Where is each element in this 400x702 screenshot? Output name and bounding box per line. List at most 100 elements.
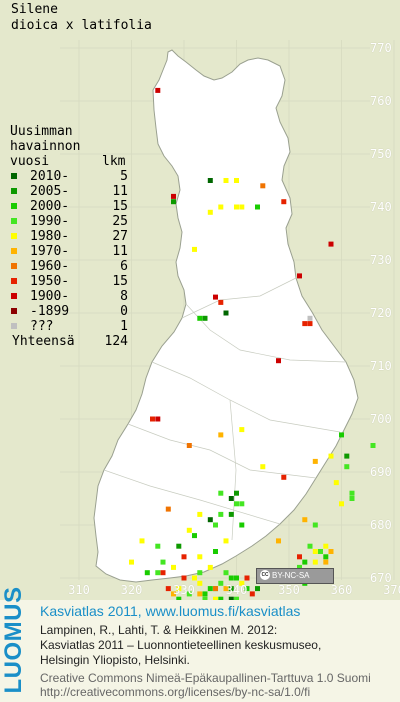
- legend-row: 1990- 25: [10, 214, 128, 229]
- record-square: [234, 575, 239, 581]
- record-square: [181, 575, 187, 581]
- record-square: [297, 273, 302, 279]
- record-square: [139, 538, 145, 544]
- record-square: [312, 549, 318, 554]
- record-square: [197, 554, 203, 560]
- legend-row: 1980- 27: [10, 229, 128, 244]
- record-square: [176, 596, 182, 600]
- x-tick-label: 310: [68, 583, 90, 597]
- y-tick-label: 710: [370, 359, 392, 373]
- legend-swatch: [11, 323, 17, 329]
- cc-license-badge[interactable]: cc BY-NC-SA: [256, 568, 334, 584]
- record-square: [339, 432, 344, 438]
- record-square: [218, 432, 224, 438]
- legend-period: 1900-: [30, 289, 70, 304]
- record-square: [218, 580, 224, 586]
- x-tick-label: 320: [120, 583, 143, 597]
- record-square: [312, 522, 318, 528]
- legend-count: 5: [120, 169, 128, 184]
- record-square: [239, 427, 245, 433]
- legend-count: 6: [120, 259, 128, 274]
- record-square: [333, 480, 339, 486]
- record-square: [276, 358, 281, 364]
- citation-line-1: Lampinen, R., Lahti, T. & Heikkinen M. 2…: [40, 623, 278, 637]
- legend-period: ???: [30, 319, 54, 334]
- record-square: [249, 591, 255, 597]
- y-tick-label: 750: [370, 147, 392, 161]
- record-square: [207, 586, 213, 592]
- record-square: [302, 517, 308, 523]
- record-square: [260, 183, 266, 189]
- record-square: [281, 474, 287, 480]
- record-square: [202, 591, 208, 597]
- record-square: [192, 575, 197, 581]
- legend-row: 1970- 11: [10, 244, 128, 259]
- legend-period: 1980-: [30, 229, 70, 244]
- x-tick-label: 340: [225, 583, 248, 597]
- record-square: [202, 596, 208, 600]
- x-tick-label: 350: [278, 583, 300, 597]
- record-square: [234, 501, 239, 507]
- atlas-link[interactable]: Kasviatlas 2011, www.luomus.fi/kasviatla…: [40, 603, 301, 619]
- record-square: [218, 299, 224, 305]
- record-square: [234, 490, 239, 496]
- record-square: [318, 549, 323, 554]
- record-square: [176, 586, 182, 592]
- legend-total-count: 124: [104, 334, 128, 349]
- legend-heading-1: Uusimman: [10, 124, 73, 139]
- y-tick-label: 670: [370, 571, 392, 585]
- cc-badge-text: BY-NC-SA: [272, 571, 310, 580]
- record-square: [239, 204, 245, 210]
- record-square: [370, 443, 376, 448]
- legend-count: 15: [112, 199, 128, 214]
- map-legend: Uusimman havainnon vuosi lkm 2010- 5 2005-…: [10, 124, 128, 349]
- record-square: [186, 527, 192, 533]
- record-square: [207, 209, 213, 215]
- legend-count: 25: [112, 214, 128, 229]
- record-square: [202, 315, 208, 321]
- record-square: [228, 586, 234, 592]
- record-square: [218, 596, 224, 600]
- legend-count: 11: [112, 184, 128, 199]
- cc-icon: cc: [260, 570, 270, 580]
- record-square: [213, 586, 218, 592]
- record-layer: [129, 87, 376, 600]
- record-square: [344, 464, 350, 470]
- record-square: [165, 506, 171, 512]
- record-square: [155, 543, 161, 549]
- legend-count: 0: [120, 304, 128, 319]
- legend-row: 2005- 11: [10, 184, 128, 199]
- record-square: [323, 554, 329, 560]
- record-square: [302, 321, 308, 327]
- y-tick-label: 760: [370, 94, 392, 108]
- legend-swatch: [11, 173, 17, 179]
- license-link[interactable]: http://creativecommons.org/licenses/by-n…: [40, 685, 311, 699]
- luomus-logo: LUOMUS: [0, 586, 27, 694]
- record-square: [302, 559, 308, 565]
- legend-count: 27: [112, 229, 128, 244]
- record-square: [234, 178, 239, 183]
- record-square: [197, 580, 203, 586]
- y-tick-label: 770: [370, 41, 392, 55]
- record-square: [349, 496, 355, 501]
- record-square: [155, 416, 161, 422]
- record-square: [218, 511, 224, 517]
- record-square: [281, 199, 287, 205]
- legend-swatch: [11, 293, 17, 299]
- y-tick-label: 730: [370, 253, 392, 267]
- record-square: [255, 204, 260, 210]
- record-square: [176, 543, 182, 549]
- legend-row: 1950- 15: [10, 274, 128, 289]
- legend-total-label: Yhteensä: [12, 334, 75, 349]
- record-square: [234, 596, 239, 600]
- record-square: [186, 443, 192, 448]
- legend-count: 1: [120, 319, 128, 334]
- record-square: [213, 596, 218, 600]
- legend-swatch: [11, 263, 17, 269]
- record-square: [339, 501, 344, 507]
- record-square: [165, 586, 171, 592]
- record-square: [260, 464, 266, 470]
- legend-row: 1960- 6: [10, 259, 128, 274]
- legend-count: 15: [112, 274, 128, 289]
- legend-col-year: vuosi: [10, 154, 50, 169]
